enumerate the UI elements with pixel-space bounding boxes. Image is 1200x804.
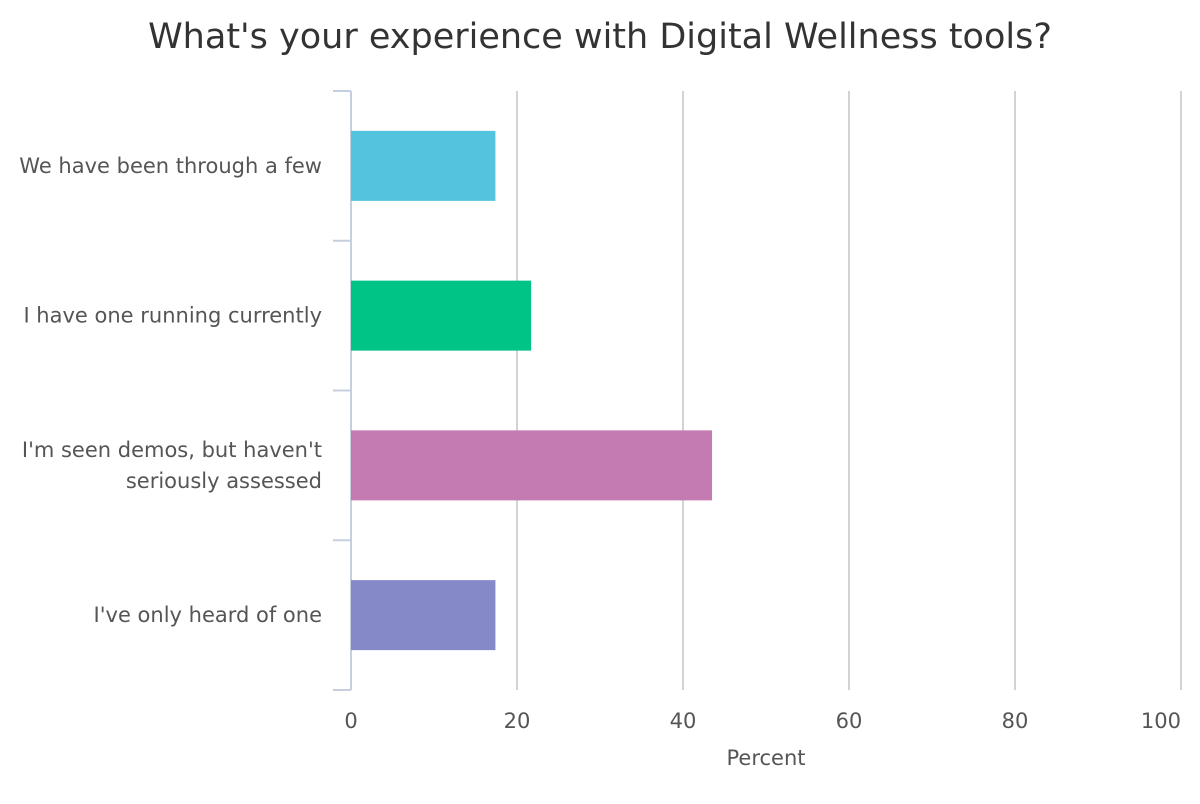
- x-tick-label: 20: [504, 709, 531, 733]
- chart-title: What's your experience with Digital Well…: [148, 17, 1052, 57]
- x-tick-label: 100: [1141, 709, 1181, 733]
- x-tick-label: 60: [836, 709, 863, 733]
- x-axis-title: Percent: [726, 746, 805, 770]
- x-tick-label: 80: [1002, 709, 1029, 733]
- category-label: We have been through a few: [19, 154, 322, 178]
- y-axis: [333, 90, 352, 691]
- x-tick-label: 40: [670, 709, 697, 733]
- bar-1: [351, 130, 496, 201]
- bar-2: [351, 280, 532, 351]
- bars: [351, 130, 713, 651]
- bar-3: [351, 430, 713, 501]
- category-label: I'm seen demos, but haven't seriously ass…: [22, 438, 322, 493]
- category-label: I have one running currently: [23, 304, 322, 328]
- bar-4: [351, 580, 496, 651]
- category-label: I've only heard of one: [94, 603, 322, 627]
- grid-lines: [516, 91, 1182, 690]
- category-labels: We have been through a few I have one run…: [19, 154, 322, 627]
- x-tick-labels: 0 20 40 60 80 100: [344, 709, 1181, 733]
- x-tick-label: 0: [344, 709, 357, 733]
